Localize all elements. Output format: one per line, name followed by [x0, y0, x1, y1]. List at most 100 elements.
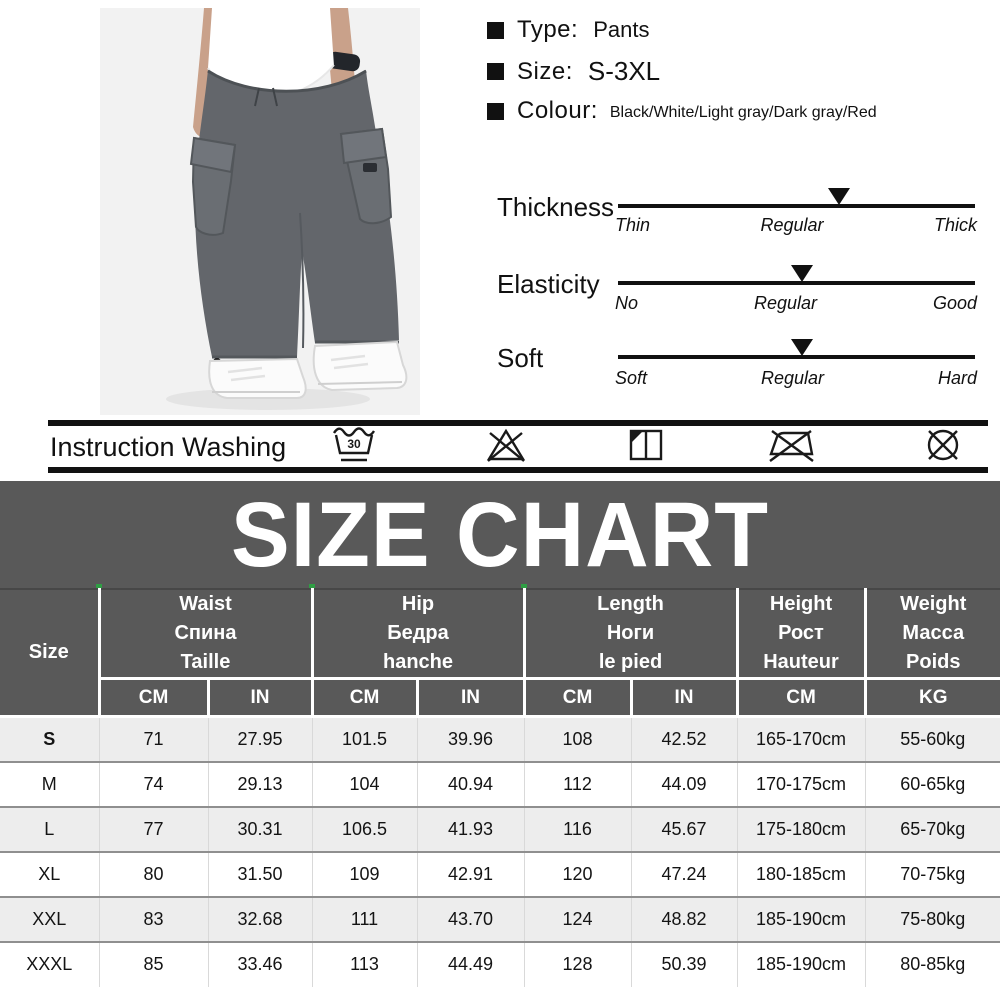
- value-cell: 111: [311, 895, 417, 942]
- attribute-value: Pants: [593, 17, 650, 42]
- soft-slider-track: [618, 339, 975, 359]
- scale-label: Regular: [753, 293, 817, 313]
- column-header-height: Height Рост Hauteur: [735, 589, 867, 680]
- size-cell: XXXL: [0, 940, 99, 987]
- size-chart-title: SIZE CHART: [231, 482, 769, 586]
- column-header-length: Length Ноги le pied: [522, 589, 739, 680]
- unit-header: CM: [97, 677, 210, 718]
- value-cell: 104: [311, 760, 417, 807]
- unit-header: IN: [206, 677, 314, 718]
- value-cell: 108: [523, 716, 631, 762]
- slider-marker-icon: [790, 339, 813, 356]
- size-chart-table: Size Waist Спина Taille Hip Бедра hanche…: [0, 588, 1000, 987]
- size-cell: XXL: [0, 895, 99, 942]
- green-tick-mark: [521, 584, 527, 591]
- column-header-hip: Hip Бедра hanche: [310, 589, 526, 680]
- attribute-row-size: Size: S-3XL: [487, 56, 660, 87]
- unit-header: CM: [310, 677, 419, 718]
- value-cell: 70-75kg: [864, 850, 1000, 897]
- product-photo: [100, 8, 420, 415]
- value-cell: 27.95: [207, 716, 312, 762]
- value-cell: 30.31: [207, 805, 312, 852]
- thickness-slider-scale: Thin Regular Thick: [615, 215, 977, 236]
- value-cell: 106.5: [311, 805, 417, 852]
- value-cell: 29.13: [207, 760, 312, 807]
- value-cell: 109: [311, 850, 417, 897]
- do-not-dry-clean-icon: [927, 429, 959, 461]
- value-cell: 116: [523, 805, 631, 852]
- value-cell: 44.49: [416, 940, 524, 987]
- value-cell: 43.70: [416, 895, 524, 942]
- value-cell: 32.68: [207, 895, 312, 942]
- value-cell: 47.24: [630, 850, 737, 897]
- value-cell: 124: [523, 895, 631, 942]
- do-not-iron-icon: [769, 430, 814, 462]
- slider-label-thickness: Thickness: [497, 192, 615, 222]
- slider-label-elasticity: Elasticity: [497, 269, 600, 299]
- attribute-label: Colour:: [517, 97, 598, 124]
- column-header-waist: Waist Спина Taille: [97, 589, 314, 680]
- table-row: S 71 27.95 101.5 39.96 108 42.52 165-170cm 55-60…: [0, 716, 1000, 762]
- soft-slider-scale: Soft Regular Hard: [615, 368, 977, 389]
- attribute-label: Type:: [517, 16, 579, 43]
- wash-30-icon: 30: [332, 427, 376, 462]
- attribute-value: Black/White/Light gray/Dark gray/Red: [609, 104, 877, 121]
- table-row: XXXL 85 33.46 113 44.49 128 50.39 185-190cm 80-8…: [0, 940, 1000, 987]
- scale-label: Regular: [760, 215, 824, 235]
- value-cell: 74: [98, 760, 208, 807]
- scale-label: Good: [932, 293, 977, 313]
- value-cell: 41.93: [416, 805, 524, 852]
- column-header-size: Size: [0, 589, 101, 718]
- value-cell: 77: [98, 805, 208, 852]
- elasticity-slider-scale: No Regular Good: [615, 293, 977, 314]
- value-cell: 71: [98, 716, 208, 762]
- do-not-bleach-icon: [486, 428, 526, 462]
- value-cell: 39.96: [416, 716, 524, 762]
- green-tick-mark: [96, 584, 102, 591]
- green-tick-mark: [309, 584, 315, 591]
- value-cell: 65-70kg: [864, 805, 1000, 852]
- attribute-label: Size:: [517, 57, 573, 85]
- elasticity-slider-track: [618, 265, 975, 285]
- scale-label: Thin: [615, 215, 651, 235]
- attribute-value: S-3XL: [587, 56, 661, 86]
- value-cell: 44.09: [630, 760, 737, 807]
- table-row: M 74 29.13 104 40.94 112 44.09 170-175cm 60-65kg: [0, 760, 1000, 807]
- size-cell: XL: [0, 850, 99, 897]
- size-cell: L: [0, 805, 99, 852]
- attribute-row-colour: Colour: Black/White/Light gray/Dark gray…: [487, 97, 877, 125]
- hang-dry-in-shade-icon: [629, 429, 663, 461]
- model-wearing-pants-illustration: [100, 8, 420, 415]
- value-cell: 83: [98, 895, 208, 942]
- size-chart-banner: SIZE CHART: [0, 481, 1000, 588]
- value-cell: 75-80kg: [864, 895, 1000, 942]
- value-cell: 45.67: [630, 805, 737, 852]
- table-units-row: CM IN CM IN CM IN CM KG: [0, 677, 1000, 718]
- value-cell: 185-190cm: [736, 940, 865, 987]
- table-group-header-row: Size Waist Спина Taille Hip Бедра hanche…: [0, 589, 1000, 718]
- value-cell: 60-65kg: [864, 760, 1000, 807]
- value-cell: 101.5: [311, 716, 417, 762]
- size-cell: S: [43, 728, 56, 749]
- square-bullet-icon: [487, 21, 504, 39]
- value-cell: 120: [523, 850, 631, 897]
- unit-header: IN: [415, 677, 526, 718]
- size-cell: M: [0, 760, 99, 807]
- table-row: XXL 83 32.68 111 43.70 124 48.82 185-190cm 75-80…: [0, 895, 1000, 942]
- value-cell: 175-180cm: [736, 805, 865, 852]
- divider-bar: [48, 420, 988, 426]
- table-row: XL 80 31.50 109 42.91 120 47.24 180-185cm 70-75k…: [0, 850, 1000, 897]
- column-header-weight: Weight Масса Poids: [863, 589, 1000, 680]
- value-cell: 85: [98, 940, 208, 987]
- slider-label-soft: Soft: [497, 343, 544, 373]
- svg-text:30: 30: [347, 437, 361, 451]
- scale-label: Regular: [760, 368, 825, 388]
- value-cell: 185-190cm: [736, 895, 865, 942]
- divider-bar: [48, 467, 988, 473]
- washing-instruction-title: Instruction Washing: [50, 432, 287, 462]
- table-row: L 77 30.31 106.5 41.93 116 45.67 175-180cm 65-70…: [0, 805, 1000, 852]
- value-cell: 170-175cm: [736, 760, 865, 807]
- value-cell: 33.46: [207, 940, 312, 987]
- unit-header: IN: [629, 677, 739, 718]
